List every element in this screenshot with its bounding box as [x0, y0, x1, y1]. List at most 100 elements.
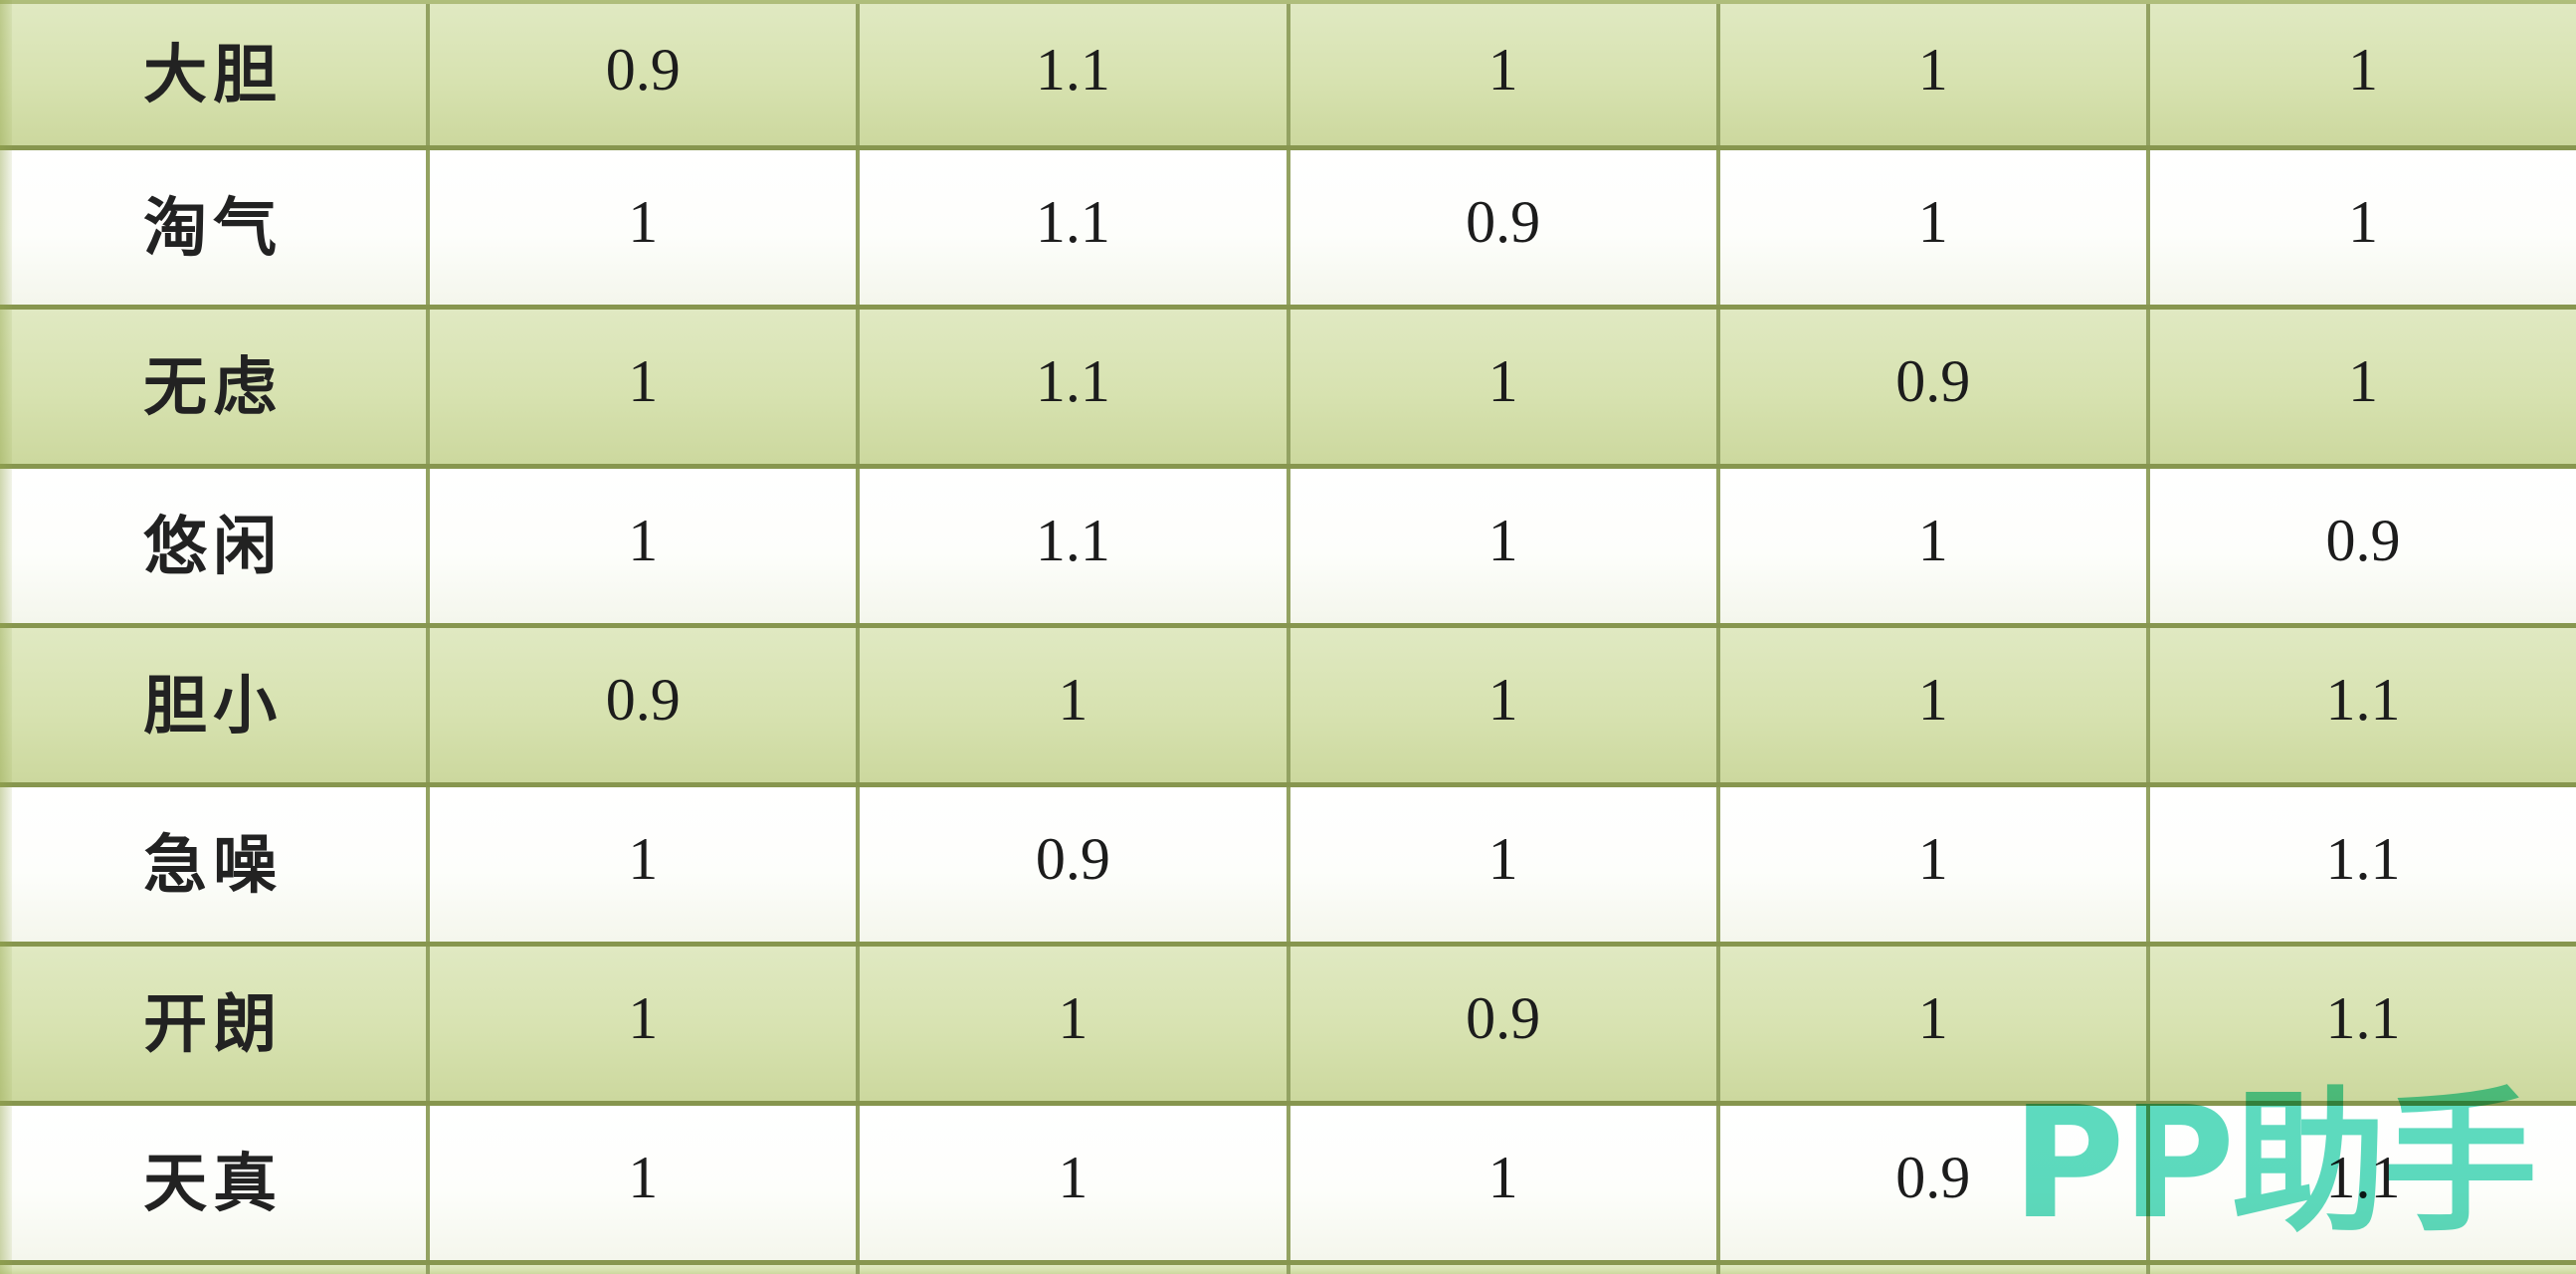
- value-cell: 1: [430, 787, 861, 942]
- value-cell: 1: [1720, 150, 2150, 305]
- multiplier-value: 1: [1917, 667, 1948, 733]
- value-cell: 1: [2150, 310, 2576, 464]
- value-cell: 1.1: [860, 150, 1290, 305]
- value-cell: 0.9: [2150, 469, 2576, 623]
- multiplier-value: 1: [628, 826, 659, 892]
- value-cell: 1.1: [2150, 787, 2576, 942]
- personality-label: 天真: [143, 1147, 284, 1221]
- multiplier-value: 1: [628, 1145, 659, 1210]
- multiplier-value: 1: [1917, 36, 1948, 103]
- value-cell: 1: [1290, 469, 1720, 623]
- multiplier-value: 1: [1917, 985, 1948, 1051]
- multiplier-value: 1.1: [1035, 508, 1110, 573]
- multiplier-value: 1: [1917, 826, 1948, 892]
- multiplier-value: 1: [628, 985, 659, 1051]
- personality-label-cell: 大胆: [0, 4, 431, 145]
- value-cell: 1: [430, 310, 861, 464]
- multiplier-value: 1: [2347, 348, 2378, 414]
- multiplier-value: 0.9: [1895, 1145, 1971, 1210]
- personality-label: 大胆: [143, 39, 284, 112]
- value-cell: 1.1: [2150, 947, 2576, 1101]
- multiplier-value: 1: [1487, 508, 1518, 573]
- personality-label-cell: 胆小: [0, 628, 431, 782]
- value-cell: 0.9: [1720, 310, 2150, 464]
- personality-label-cell: 无虑: [0, 310, 431, 464]
- partial-cell: [1720, 1265, 2150, 1274]
- multiplier-value: 0.9: [2325, 508, 2401, 573]
- value-cell: 1: [860, 628, 1290, 782]
- table-row: 淘气 1 1.1 0.9 1 1: [0, 145, 2576, 305]
- multiplier-value: 1.1: [2325, 985, 2401, 1051]
- personality-label: 无虑: [143, 350, 284, 425]
- value-cell: 1: [1720, 469, 2150, 623]
- multiplier-value: 1: [1487, 1145, 1518, 1210]
- multiplier-value: 1.1: [1035, 36, 1110, 103]
- partial-cell: [0, 1265, 431, 1274]
- value-cell: 1.1: [860, 4, 1290, 145]
- multiplier-value: 1.1: [1035, 348, 1110, 414]
- partial-cell: [860, 1265, 1290, 1274]
- value-cell: 0.9: [1720, 1106, 2150, 1260]
- table-row: 大胆 0.9 1.1 1 1 1: [0, 0, 2576, 145]
- value-cell: 1: [1290, 787, 1720, 942]
- table-row: 开朗 1 1 0.9 1 1.1: [0, 942, 2576, 1101]
- value-cell: 0.9: [1290, 150, 1720, 305]
- multiplier-value: 0.9: [1895, 348, 1971, 414]
- value-cell: 0.9: [430, 4, 861, 145]
- value-cell: 1: [430, 469, 861, 623]
- multiplier-value: 0.9: [605, 667, 681, 733]
- value-cell: 0.9: [430, 628, 861, 782]
- personality-label: 悠闲: [143, 510, 284, 584]
- value-cell: 1.1: [860, 469, 1290, 623]
- table-row: 天真 1 1 1 0.9 1.1: [0, 1101, 2576, 1260]
- value-cell: 1.1: [2150, 1106, 2576, 1260]
- multiplier-value: 1: [2347, 189, 2378, 255]
- personality-label-cell: 开朗: [0, 947, 431, 1101]
- multiplier-value: 1: [1058, 667, 1089, 733]
- multiplier-value: 1: [1917, 189, 1948, 255]
- table-row: 无虑 1 1.1 1 0.9 1: [0, 305, 2576, 464]
- table-row: 急噪 1 0.9 1 1 1.1: [0, 782, 2576, 942]
- multiplier-value: 1: [1487, 36, 1518, 103]
- value-cell: 1: [1290, 4, 1720, 145]
- partial-cell: [2150, 1265, 2576, 1274]
- table-row-partial: [0, 1260, 2576, 1274]
- value-cell: 1.1: [860, 310, 1290, 464]
- personality-label-cell: 悠闲: [0, 469, 431, 623]
- personality-label: 胆小: [143, 669, 284, 743]
- value-cell: 1: [1720, 787, 2150, 942]
- multiplier-value: 1: [1917, 508, 1948, 573]
- value-cell: 1: [1290, 628, 1720, 782]
- value-cell: 1: [860, 947, 1290, 1101]
- value-cell: 1: [430, 1106, 861, 1260]
- value-cell: 1: [430, 150, 861, 305]
- partial-cell: [1290, 1265, 1720, 1274]
- table-row: 悠闲 1 1.1 1 1 0.9: [0, 464, 2576, 623]
- personality-label-cell: 急噪: [0, 787, 431, 942]
- multiplier-value: 0.9: [1466, 189, 1541, 255]
- multiplier-value: 1: [628, 348, 659, 414]
- multiplier-value: 1: [628, 508, 659, 573]
- value-cell: 1: [2150, 4, 2576, 145]
- personality-label: 急噪: [143, 828, 284, 903]
- table-row: 胆小 0.9 1 1 1 1.1: [0, 623, 2576, 782]
- value-cell: 1: [430, 947, 861, 1101]
- value-cell: 1: [860, 1106, 1290, 1260]
- partial-cell: [430, 1265, 861, 1274]
- value-cell: 1: [2150, 150, 2576, 305]
- multiplier-value: 0.9: [1466, 985, 1541, 1051]
- value-cell: 1: [1720, 947, 2150, 1101]
- personality-label-cell: 淘气: [0, 150, 431, 305]
- multiplier-value: 1: [2347, 36, 2378, 103]
- value-cell: 1: [1720, 628, 2150, 782]
- personality-label: 开朗: [143, 987, 284, 1062]
- multiplier-value: 1.1: [2325, 1145, 2401, 1210]
- value-cell: 0.9: [860, 787, 1290, 942]
- value-cell: 1: [1290, 1106, 1720, 1260]
- multiplier-value: 1: [1058, 1145, 1089, 1210]
- multiplier-value: 1: [1487, 667, 1518, 733]
- multiplier-value: 1.1: [2325, 667, 2401, 733]
- multiplier-value: 1: [1058, 985, 1089, 1051]
- value-cell: 0.9: [1290, 947, 1720, 1101]
